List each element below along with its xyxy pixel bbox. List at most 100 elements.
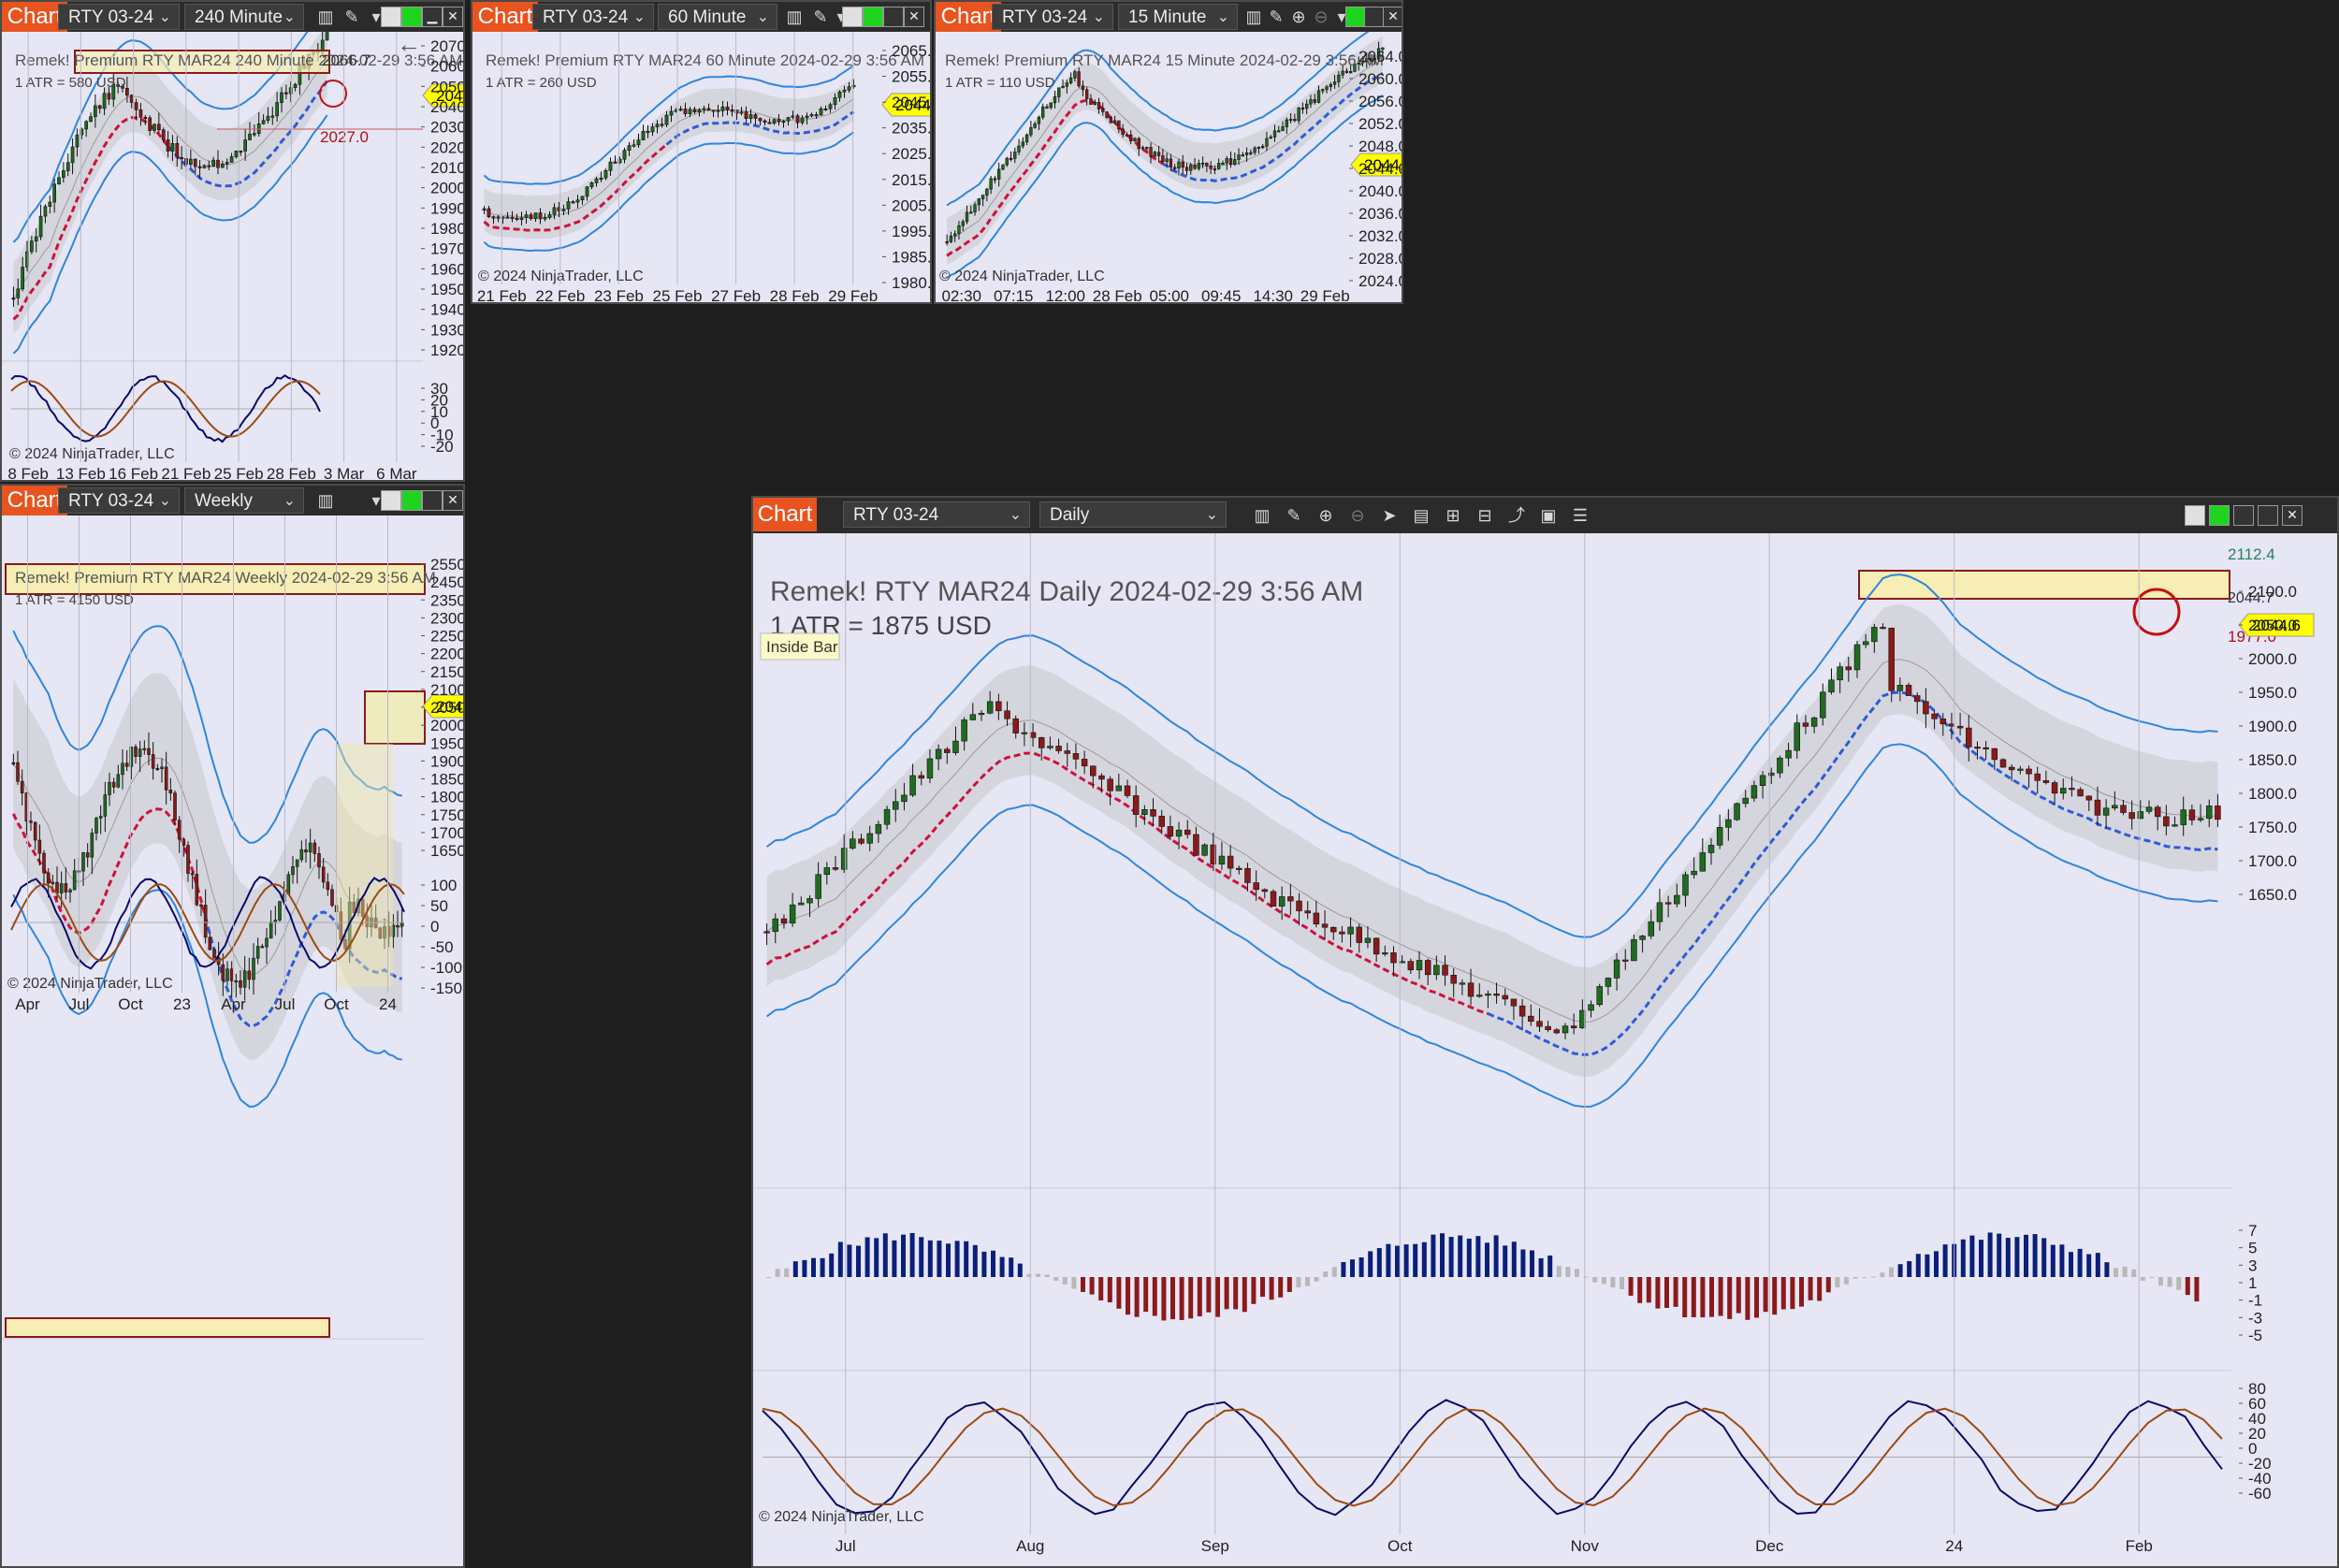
properties-icon[interactable]: ⊞ — [1446, 506, 1460, 525]
interval-selector[interactable]: 15 Minute ⌄ — [1118, 4, 1238, 30]
maximize-icon[interactable] — [883, 7, 904, 27]
data-box-icon[interactable]: ▤ — [1413, 506, 1430, 525]
instrument-selector[interactable]: RTY 03-24 ⌄ — [58, 487, 180, 514]
bar-chart-icon[interactable]: ▥ — [1245, 7, 1262, 26]
pointer-icon[interactable]: ➤ — [1382, 506, 1397, 525]
candle — [16, 762, 20, 782]
candle — [892, 801, 899, 810]
zoom-out-icon[interactable]: ⊖ — [1350, 506, 1365, 525]
chart-plot-weekly[interactable]: Remek! Premium RTY MAR24 Weekly 2024-02-… — [2, 515, 463, 1566]
chart-plot-15min[interactable]: Remek! Premium RTY MAR24 15 Minute 2024-… — [936, 22, 1402, 302]
pencil-icon[interactable]: ✎ — [344, 7, 359, 26]
chart-menu-button[interactable]: Chart — [936, 2, 1001, 32]
candle — [842, 89, 847, 93]
menu-icon[interactable]: ▾ — [836, 7, 846, 26]
osc-tick-label: 60 — [2248, 1395, 2266, 1413]
minimize-window-icon[interactable] — [1364, 7, 1385, 27]
menu-icon[interactable]: ▾ — [1337, 7, 1346, 26]
chart-menu-button[interactable]: Chart — [2, 486, 67, 515]
close-icon[interactable]: ✕ — [443, 490, 463, 511]
pencil-icon[interactable]: ✎ — [1269, 7, 1284, 26]
histogram-bar — [1646, 1277, 1651, 1303]
x-tick-label: 28 Feb — [267, 465, 316, 480]
close-icon[interactable]: ✕ — [443, 7, 463, 27]
minimize-window-icon[interactable]: ▁ — [422, 7, 443, 27]
chart-window-15min[interactable]: Chart RTY 03-24 ⌄ 15 Minute ⌄ ▥ ✎ ⊕ ⊖ ▾ ✕ … — [934, 0, 1403, 304]
interval-selector[interactable]: Daily ⌄ — [1039, 501, 1227, 528]
bar-chart-icon[interactable]: ▥ — [317, 7, 334, 26]
histogram-bar — [1431, 1234, 1436, 1277]
instrument-label: RTY 03-24 — [68, 491, 154, 511]
candle — [186, 845, 190, 874]
y-tick-label: 1700.0 — [430, 824, 463, 842]
instrument-selector[interactable]: RTY 03-24 ⌄ — [992, 4, 1113, 30]
close-icon[interactable]: ✕ — [1383, 7, 1402, 27]
minimize-window-icon[interactable] — [2233, 505, 2254, 526]
histogram-bar — [954, 1241, 960, 1277]
pencil-icon[interactable]: ✎ — [813, 7, 828, 26]
minimize-icon[interactable] — [381, 490, 401, 511]
minimize-window-icon[interactable] — [422, 490, 443, 511]
y-tick-label: 2050.0 — [2248, 617, 2297, 634]
histogram-bar — [1583, 1276, 1589, 1278]
zoom-in-icon[interactable]: ⊕ — [1318, 506, 1333, 525]
y-tick-label: 1980.0 — [430, 220, 463, 238]
candle — [552, 207, 557, 215]
interval-selector[interactable]: Weekly ⌄ — [184, 487, 304, 514]
maximize-icon[interactable] — [2258, 505, 2278, 526]
candle — [1004, 710, 1010, 719]
chart-menu-button[interactable]: Chart — [472, 2, 538, 32]
candle — [229, 156, 234, 163]
zoom-out-icon[interactable]: ⊖ — [1314, 7, 1329, 26]
zoom-in-icon[interactable]: ⊕ — [1291, 7, 1306, 26]
candle — [164, 766, 168, 791]
bar-chart-icon[interactable]: ▥ — [1254, 506, 1271, 525]
interval-selector[interactable]: 240 Minute ⌄ — [184, 4, 304, 30]
instrument-selector[interactable]: RTY 03-24 ⌄ — [58, 4, 180, 30]
minimize-icon[interactable] — [842, 7, 863, 27]
menu-icon[interactable]: ▾ — [371, 7, 381, 26]
chart-plot-240min[interactable]: Remek! Premium RTY MAR24 240 Minute 2024… — [2, 3, 463, 480]
candle — [622, 150, 627, 160]
chart-window-daily[interactable]: Chart RTY 03-24 ⌄ Daily ⌄ ▥ ✎ ⊕ ⊖ ➤ ▤ ⊞ ⊟ … — [751, 496, 2339, 1568]
close-icon[interactable]: ✕ — [2282, 505, 2303, 526]
histogram-bar — [909, 1232, 915, 1277]
strategies-icon[interactable]: ⤴ — [1508, 506, 1525, 525]
candle — [995, 701, 1002, 712]
candle — [828, 104, 833, 109]
histogram-bar — [820, 1257, 825, 1277]
menu-icon[interactable]: ▾ — [371, 491, 381, 510]
chart-window-60min[interactable]: Chart RTY 03-24 ⌄ 60 Minute ⌄ ▥ ✎ ▾ ✕ Reme… — [471, 0, 932, 304]
histogram-bar — [811, 1257, 816, 1277]
candle — [1125, 134, 1129, 137]
chart-window-weekly[interactable]: Chart RTY 03-24 ⌄ Weekly ⌄ ▥ ▾ ✕ Remek! Pr… — [0, 484, 465, 1568]
highlight-circle — [319, 80, 347, 108]
menu-icon[interactable]: ☰ — [1572, 506, 1589, 525]
chart-title: Remek! Premium RTY MAR24 60 Minute 2024-… — [486, 51, 924, 69]
chart-window-240min[interactable]: Chart RTY 03-24 ⌄ 240 Minute ⌄ ▥ ✎ ▾ ▁ ✕ R… — [0, 0, 465, 482]
chart-menu-button[interactable]: Chart — [2, 2, 67, 32]
candle — [352, 901, 356, 913]
y-tick-label: 2100.0 — [2248, 583, 2297, 601]
instrument-selector[interactable]: RTY 03-24 ⌄ — [843, 501, 1030, 528]
chart-menu-button[interactable]: Chart — [753, 498, 817, 531]
histogram-bar — [2050, 1244, 2056, 1277]
close-icon[interactable]: ✕ — [904, 7, 924, 27]
bar-chart-icon[interactable]: ▥ — [317, 491, 334, 510]
histogram-bar — [1915, 1254, 1921, 1277]
interval-selector[interactable]: 60 Minute ⌄ — [658, 4, 777, 30]
candle — [175, 143, 180, 158]
candle — [519, 217, 524, 220]
indicators-icon[interactable]: ⊟ — [1477, 506, 1492, 525]
instrument-icon[interactable]: ▣ — [1540, 506, 1557, 525]
pencil-icon[interactable]: ✎ — [1286, 506, 1301, 525]
chart-plot-60min[interactable]: Remek! Premium RTY MAR24 60 Minute 2024-… — [472, 32, 930, 302]
candle — [75, 134, 80, 148]
minimize-icon[interactable] — [2185, 505, 2205, 526]
instrument-selector[interactable]: RTY 03-24 ⌄ — [532, 4, 654, 30]
candle — [1974, 747, 1981, 749]
bar-chart-icon[interactable]: ▥ — [786, 7, 803, 26]
minimize-icon[interactable] — [381, 7, 401, 27]
candle — [1121, 128, 1125, 136]
chart-plot-daily[interactable]: Remek! RTY MAR24 Daily 2024-02-29 3:56 A… — [753, 533, 2337, 1566]
